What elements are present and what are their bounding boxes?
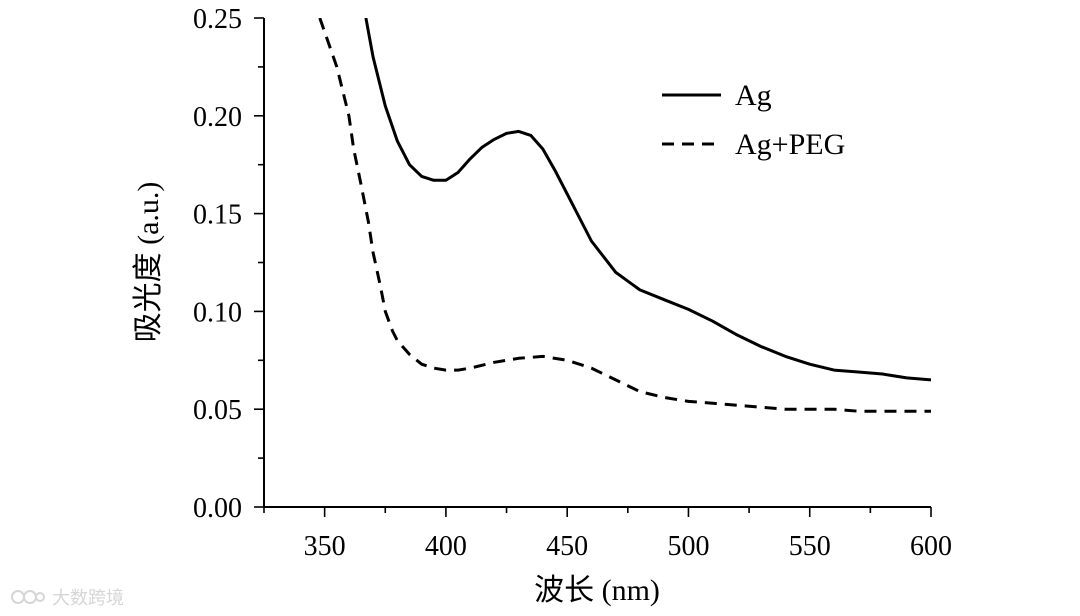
x-tick-label-550: 550 [789, 531, 831, 562]
y-tick-label: 0.15 [193, 200, 242, 231]
y-axis-title: 吸光度 (a.u.) [132, 182, 165, 343]
x-tick-label-400: 400 [425, 531, 467, 562]
watermark-text: 大数跨境 [52, 588, 124, 609]
series-line-ag-peg [318, 18, 931, 413]
series-group [318, 18, 931, 413]
x-tick-label-350: 350 [304, 531, 346, 562]
y-tick-label: 0.10 [193, 297, 242, 328]
x-tick-label-600: 600 [910, 531, 952, 562]
y-tick-label: 0.05 [193, 395, 242, 426]
y-tick-label: 0.25 [193, 4, 242, 35]
axis-tick-labels: 350 400 450 500 550 600 0.00 0.05 0.10 0.15 0.20 0.… [193, 4, 952, 562]
x-axis-title: 波长 (nm) [534, 574, 660, 607]
watermark: 大数跨境 [10, 584, 124, 610]
x-tick-label-500: 500 [667, 531, 709, 562]
y-tick-label: 0.20 [193, 102, 242, 133]
watermark-logo-icon [11, 590, 45, 604]
y-tick-label: 0.00 [193, 493, 242, 524]
legend: Ag Ag+PEG [662, 79, 845, 161]
series-line-ag [364, 18, 931, 382]
x-tick-label-450: 450 [546, 531, 588, 562]
legend-label-ag: Ag [735, 79, 772, 112]
legend-label-ag-peg: Ag+PEG [735, 128, 845, 161]
axis-ticks [254, 17, 932, 517]
